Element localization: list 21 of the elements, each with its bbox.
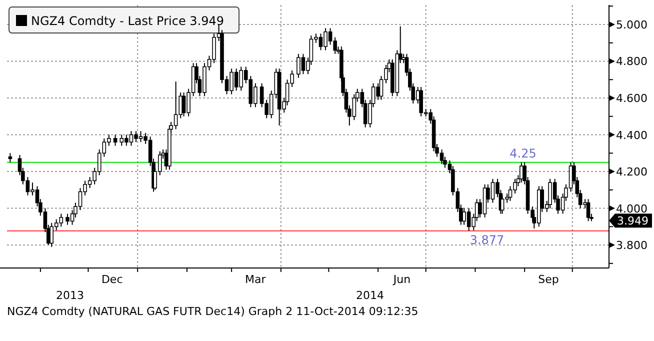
y-tick-label: 4.400 xyxy=(616,128,648,142)
candlestick xyxy=(8,152,12,163)
x-tick-label: Dec xyxy=(101,273,123,286)
text: 2014 xyxy=(356,289,384,302)
legend-label: NGZ4 Comdty - Last Price 3.949 xyxy=(31,14,224,28)
y-tick-label: 4.000 xyxy=(616,202,648,216)
ref-line-label: 4.25 xyxy=(510,146,536,160)
x-tick-label: Mar xyxy=(245,273,266,286)
y-tick-label: 3.800 xyxy=(616,239,648,252)
x-tick-label: Sep xyxy=(538,273,559,286)
text: NGZ4 Comdty (NATURAL GAS FUTR Dec14) Graph 2 11-Oct-2014 09:12:35 xyxy=(7,305,418,318)
candlestick xyxy=(586,198,590,222)
ref-line-label: 3.877 xyxy=(470,232,504,247)
y-tick-label: 4.800 xyxy=(616,55,648,68)
candlestick xyxy=(113,134,118,146)
text: 2013 xyxy=(56,289,84,302)
y-tick-label: 5.000 xyxy=(616,18,648,32)
y-tick-label: 4.600 xyxy=(616,92,648,105)
x-tick-label: Jun xyxy=(392,273,411,286)
y-tick-label: 4.200 xyxy=(616,166,648,179)
text: 3.949 xyxy=(617,214,648,228)
